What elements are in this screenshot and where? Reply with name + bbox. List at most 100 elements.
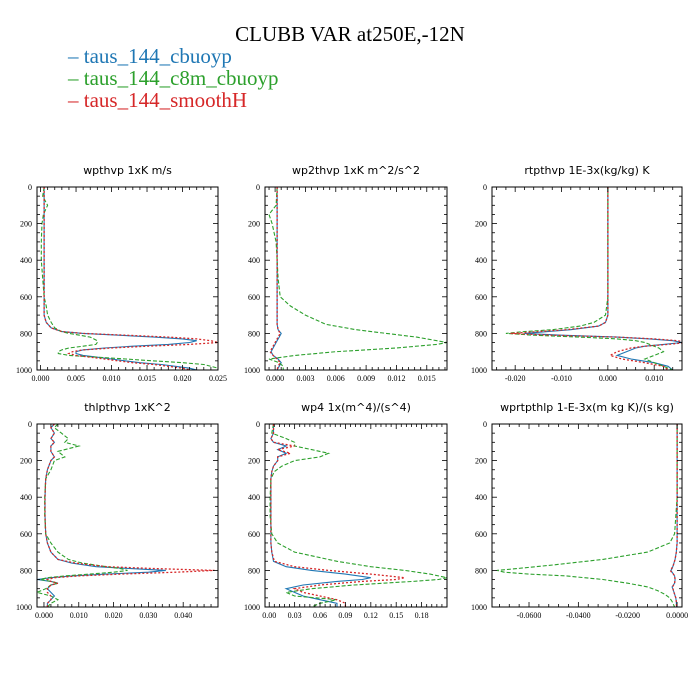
legend-dash: – bbox=[68, 44, 84, 68]
x-tick-label: 0.0000 bbox=[666, 611, 688, 620]
series-line-3 bbox=[43, 187, 218, 370]
x-tick-label: 0.003 bbox=[296, 374, 314, 383]
y-tick-label: 800 bbox=[475, 329, 487, 338]
x-tick-label: 0.00 bbox=[262, 611, 276, 620]
y-tick-label: 200 bbox=[248, 457, 260, 466]
y-tick-label: 0 bbox=[483, 420, 487, 429]
legend-dash: – bbox=[68, 66, 84, 90]
y-tick-label: 1000 bbox=[244, 603, 260, 612]
x-tick-label: 0.020 bbox=[174, 374, 192, 383]
series-line-3 bbox=[510, 187, 682, 370]
legend: – taus_144_cbuoyp – taus_144_c8m_cbuoyp … bbox=[68, 45, 279, 111]
y-tick-label: 800 bbox=[248, 566, 260, 575]
series-group bbox=[496, 424, 678, 607]
x-tick-label: 0.015 bbox=[418, 374, 436, 383]
series-line-3 bbox=[669, 424, 678, 607]
series-group bbox=[269, 424, 447, 607]
x-tick-label: -0.0400 bbox=[566, 611, 591, 620]
y-tick-label: 200 bbox=[475, 220, 487, 229]
x-tick-label: 0.010 bbox=[645, 374, 663, 383]
legend-label: taus_144_cbuoyp bbox=[83, 44, 232, 68]
y-tick-label: 800 bbox=[20, 329, 32, 338]
series-line-3 bbox=[269, 187, 281, 370]
y-tick-label: 800 bbox=[475, 566, 487, 575]
plot-frame bbox=[491, 423, 683, 608]
x-tick-label: 0.010 bbox=[103, 374, 121, 383]
panel-title: wp4 1x(m^4)/(s^4) bbox=[301, 401, 411, 414]
y-tick-label: 0 bbox=[28, 420, 32, 429]
series-line-1 bbox=[43, 187, 197, 370]
x-tick-label: 0.000 bbox=[32, 374, 50, 383]
x-tick-label: -0.0200 bbox=[615, 611, 640, 620]
series-line-1 bbox=[524, 187, 682, 370]
series-line-2 bbox=[496, 424, 678, 607]
x-tick-label: 0.12 bbox=[364, 611, 378, 620]
x-tick-label: 0.006 bbox=[327, 374, 345, 383]
y-tick-label: 0 bbox=[28, 183, 32, 192]
legend-label: taus_144_smoothH bbox=[83, 88, 248, 112]
x-tick-label: 0.025 bbox=[209, 374, 227, 383]
series-line-2 bbox=[505, 187, 673, 370]
x-tick-label: 0.020 bbox=[105, 611, 123, 620]
y-tick-label: 600 bbox=[248, 293, 260, 302]
x-tick-label: -0.010 bbox=[551, 374, 572, 383]
legend-entry-cbuoyp: – taus_144_cbuoyp bbox=[68, 45, 279, 67]
y-tick-label: 1000 bbox=[471, 603, 487, 612]
panel-title: wprtpthlp 1-E-3x(m kg K)/(s kg) bbox=[500, 401, 674, 414]
panel-6: wprtpthlp 1-E-3x(m kg K)/(s kg) 0 200 400 60… bbox=[471, 401, 688, 620]
y-tick-label: 400 bbox=[475, 256, 487, 265]
series-line-2 bbox=[269, 424, 447, 607]
series-line-3 bbox=[270, 424, 405, 607]
series-line-1 bbox=[270, 424, 371, 607]
legend-entry-smoothh: – taus_144_smoothH bbox=[68, 89, 279, 111]
series-line-3 bbox=[44, 424, 215, 607]
y-tick-label: 600 bbox=[20, 530, 32, 539]
y-tick-label: 1000 bbox=[471, 366, 487, 375]
legend-label: taus_144_c8m_cbuoyp bbox=[83, 66, 279, 90]
y-tick-label: 400 bbox=[248, 256, 260, 265]
x-tick-label: 0.010 bbox=[70, 611, 88, 620]
y-tick-label: 600 bbox=[248, 530, 260, 539]
x-tick-label: 0.015 bbox=[138, 374, 156, 383]
x-tick-label: 0.03 bbox=[288, 611, 302, 620]
panel-title: thlpthvp 1xK^2 bbox=[84, 401, 171, 414]
x-tick-label: 0.000 bbox=[35, 611, 53, 620]
plot-frame bbox=[36, 423, 219, 608]
x-tick-label: 0.15 bbox=[389, 611, 403, 620]
y-tick-label: 1000 bbox=[244, 366, 260, 375]
series-group bbox=[37, 424, 215, 607]
y-tick-label: 0 bbox=[483, 183, 487, 192]
y-tick-label: 400 bbox=[475, 493, 487, 502]
x-tick-label: 0.000 bbox=[266, 374, 284, 383]
x-tick-label: 0.030 bbox=[139, 611, 157, 620]
plot-frame bbox=[264, 186, 448, 371]
y-tick-label: 1000 bbox=[16, 366, 32, 375]
y-tick-label: 0 bbox=[256, 183, 260, 192]
series-line-1 bbox=[270, 187, 282, 370]
panel-2: wp2thvp 1xK m^2/s^2 0 200 400 600 800 1000 0.00… bbox=[244, 164, 448, 383]
y-tick-label: 600 bbox=[475, 530, 487, 539]
panel-3: rtpthvp 1E-3x(kg/kg) K 0 200 400 600 800 1000 -… bbox=[471, 164, 683, 383]
chart-title: CLUBB VAR at250E,-12N bbox=[235, 22, 465, 46]
x-tick-label: 0.005 bbox=[67, 374, 85, 383]
panel-title: wpthvp 1xK m/s bbox=[83, 164, 172, 177]
x-tick-label: 0.012 bbox=[387, 374, 405, 383]
y-tick-label: 800 bbox=[20, 566, 32, 575]
x-tick-label: -0.020 bbox=[505, 374, 526, 383]
legend-entry-c8m-cbuoyp: – taus_144_c8m_cbuoyp bbox=[68, 67, 279, 89]
y-tick-label: 0 bbox=[256, 420, 260, 429]
x-tick-label: 0.000 bbox=[599, 374, 617, 383]
y-tick-label: 200 bbox=[20, 220, 32, 229]
series-line-1 bbox=[37, 424, 166, 607]
y-tick-label: 400 bbox=[20, 493, 32, 502]
x-tick-label: 0.009 bbox=[357, 374, 375, 383]
x-tick-label: 0.18 bbox=[415, 611, 429, 620]
legend-dash: – bbox=[68, 88, 84, 112]
y-tick-label: 200 bbox=[475, 457, 487, 466]
panel-title: wp2thvp 1xK m^2/s^2 bbox=[292, 164, 420, 177]
series-group bbox=[268, 187, 447, 370]
